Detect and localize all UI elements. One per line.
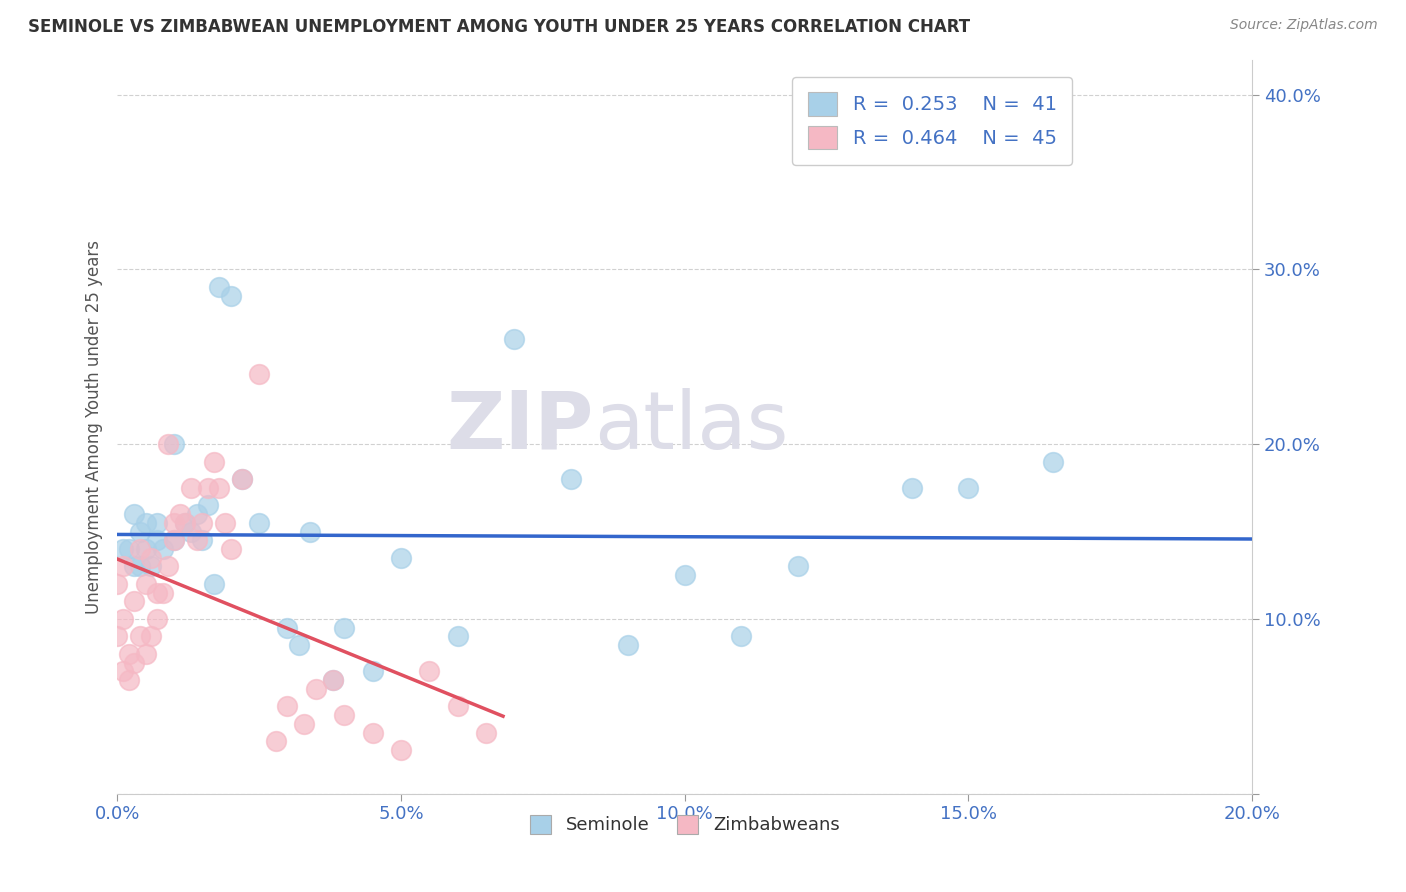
Point [141,550,163,565]
Point [276,699,298,714]
Point [163,437,186,451]
Text: SEMINOLE VS ZIMBABWEAN UNEMPLOYMENT AMONG YOUTH UNDER 25 YEARS CORRELATION CHART: SEMINOLE VS ZIMBABWEAN UNEMPLOYMENT AMON… [28,18,970,36]
Point [169,507,191,521]
Point [299,524,322,539]
Point [117,647,139,661]
Point [105,629,128,643]
Point [128,541,150,556]
Point [787,559,810,574]
Point [264,734,287,748]
Point [157,559,180,574]
Point [957,481,980,495]
Point [231,472,253,486]
Point [146,585,169,599]
Point [135,577,157,591]
Point [128,629,150,643]
Point [135,647,157,661]
Point [617,638,640,652]
Point [276,621,298,635]
Point [361,665,384,679]
Point [287,638,309,652]
Point [446,699,468,714]
Point [247,368,270,382]
Point [333,621,356,635]
Y-axis label: Unemployment Among Youth under 25 years: Unemployment Among Youth under 25 years [86,240,103,614]
Text: atlas: atlas [593,388,789,466]
Text: Source: ZipAtlas.com: Source: ZipAtlas.com [1230,18,1378,32]
Point [503,332,526,346]
Point [174,516,197,530]
Point [146,612,169,626]
Legend: R =  0.253    N =  41, R =  0.464    N =  45: R = 0.253 N = 41, R = 0.464 N = 45 [792,77,1071,165]
Point [219,288,242,302]
Point [333,708,356,723]
Text: ZIP: ZIP [447,388,593,466]
Point [1042,454,1064,468]
Point [122,507,145,521]
Point [163,516,186,530]
Point [146,533,169,548]
Point [163,533,186,548]
Point [186,507,208,521]
Point [163,533,186,548]
Point [305,681,328,696]
Point [186,533,208,548]
Point [111,559,134,574]
Point [389,550,412,565]
Point [117,541,139,556]
Point [135,516,157,530]
Point [197,481,219,495]
Point [446,629,468,643]
Point [475,725,498,739]
Point [322,673,344,687]
Point [180,524,202,539]
Point [111,665,134,679]
Point [174,516,197,530]
Point [152,585,174,599]
Point [208,481,231,495]
Point [191,533,214,548]
Point [322,673,344,687]
Point [247,516,270,530]
Point [180,481,202,495]
Point [122,656,145,670]
Point [214,516,236,530]
Point [122,594,145,608]
Point [146,516,169,530]
Point [128,559,150,574]
Point [197,498,219,512]
Point [418,665,440,679]
Point [111,541,134,556]
Point [294,716,316,731]
Point [673,568,696,582]
Point [117,673,139,687]
Point [111,612,134,626]
Point [157,437,180,451]
Point [219,541,242,556]
Point [141,559,163,574]
Point [141,629,163,643]
Point [202,577,225,591]
Point [208,280,231,294]
Point [122,559,145,574]
Point [389,743,412,757]
Point [191,516,214,530]
Point [361,725,384,739]
Point [231,472,253,486]
Point [128,524,150,539]
Point [560,472,582,486]
Point [900,481,922,495]
Point [135,541,157,556]
Point [105,577,128,591]
Point [730,629,752,643]
Point [202,454,225,468]
Point [152,541,174,556]
